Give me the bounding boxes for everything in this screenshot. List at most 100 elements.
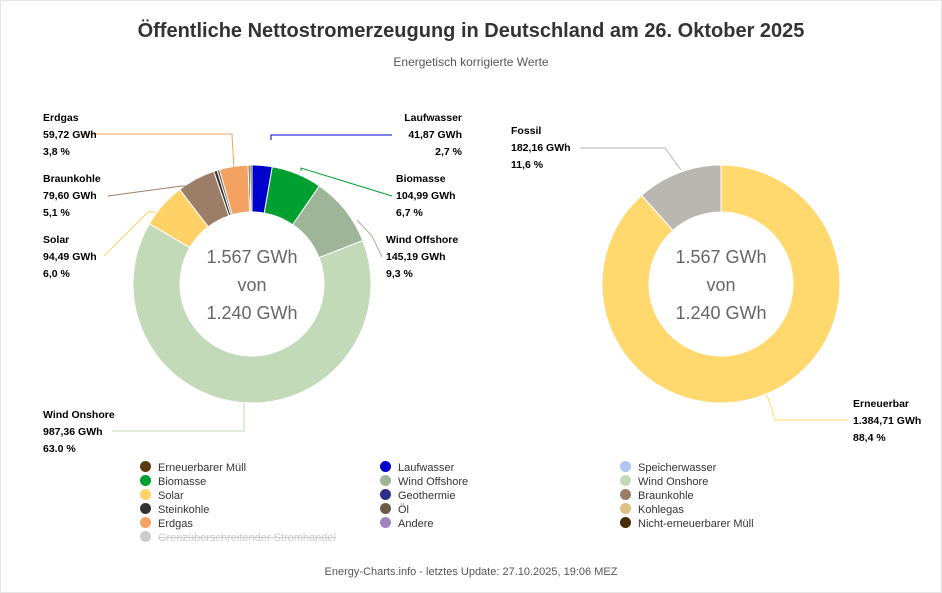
data-label-biomasse-value: 104,99 GWh bbox=[396, 190, 456, 202]
data-label-biomasse-name: Biomasse bbox=[396, 173, 446, 185]
legend-marker bbox=[380, 503, 391, 514]
legend-label: Erneuerbarer Müll bbox=[158, 462, 247, 474]
data-label-braunkohle-percent: 5,1 % bbox=[43, 207, 71, 219]
data-label-wind-onshore-name: Wind Onshore bbox=[43, 409, 115, 421]
data-label-wind-onshore-percent: 63.0 % bbox=[43, 443, 76, 455]
data-label-wind-offshore-percent: 9,3 % bbox=[386, 268, 414, 280]
legend-item-geothermie[interactable]: Geothermie bbox=[380, 489, 455, 502]
legend-label: Grenzüberschreitender Stromhandel bbox=[158, 532, 336, 544]
connector-solar bbox=[103, 211, 156, 257]
center-von-2: von bbox=[706, 275, 735, 295]
legend-marker bbox=[620, 503, 631, 514]
data-label-solar-percent: 6,0 % bbox=[43, 268, 71, 280]
footer-credit: Energy-Charts.info - letztes Update: 27.… bbox=[324, 566, 618, 578]
legend-label: Solar bbox=[158, 490, 184, 502]
data-label-fossil-value: 182,16 GWh bbox=[511, 142, 571, 154]
legend-item-speicherwasser[interactable]: Speicherwasser bbox=[620, 461, 716, 474]
legend-label: Speicherwasser bbox=[638, 462, 717, 474]
data-label-solar-value: 94,49 GWh bbox=[43, 251, 97, 263]
legend-item-steinkohle[interactable]: Steinkohle bbox=[140, 503, 209, 516]
legend-marker bbox=[620, 517, 631, 528]
legend-marker bbox=[380, 475, 391, 486]
legend-item-kohlegas[interactable]: Kohlegas bbox=[620, 503, 684, 516]
data-label-wind-offshore-name: Wind Offshore bbox=[386, 234, 458, 246]
center-base-1: 1.240 GWh bbox=[206, 303, 297, 323]
slice-erneuerbar[interactable] bbox=[601, 164, 841, 404]
connector-braunkohle bbox=[107, 185, 188, 197]
legend-marker bbox=[140, 531, 151, 542]
center-total-1: 1.567 GWh bbox=[206, 247, 297, 267]
legend-item-braunkohle[interactable]: Braunkohle bbox=[620, 489, 694, 502]
slice-erneuerbarer-muell[interactable] bbox=[249, 164, 253, 213]
connector-laufwasser bbox=[270, 134, 392, 140]
legend-item-solar[interactable]: Solar bbox=[140, 489, 184, 502]
legend-label: Steinkohle bbox=[158, 504, 210, 516]
data-label-wind-onshore-value: 987,36 GWh bbox=[43, 426, 103, 438]
legend-item-wind-onshore[interactable]: Wind Onshore bbox=[620, 475, 708, 488]
data-label-braunkohle-value: 79,60 GWh bbox=[43, 190, 97, 202]
legend-label: Kohlegas bbox=[638, 504, 684, 516]
data-label-solar-name: Solar bbox=[43, 234, 69, 246]
legend-item-erneuerbarer-muell[interactable]: Erneuerbarer Müll bbox=[140, 461, 246, 474]
legend-item-andere[interactable]: Andere bbox=[380, 517, 433, 530]
center-von-1: von bbox=[237, 275, 266, 295]
legend-item-laufwasser[interactable]: Laufwasser bbox=[380, 461, 454, 474]
legend-item-oel[interactable]: Öl bbox=[380, 503, 409, 516]
connector-fossil bbox=[580, 147, 682, 171]
legend-marker bbox=[380, 517, 391, 528]
legend-marker bbox=[140, 475, 151, 486]
data-label-erdgas-value: 59,72 GWh bbox=[43, 129, 97, 141]
data-label-wind-offshore-value: 145,19 GWh bbox=[386, 251, 446, 263]
data-label-laufwasser-percent: 2,7 % bbox=[435, 146, 463, 158]
connector-biomasse bbox=[300, 167, 393, 197]
connector-wind-onshore bbox=[112, 403, 245, 432]
legend-marker bbox=[620, 475, 631, 486]
legend-marker bbox=[140, 517, 151, 528]
donut-chart-sources bbox=[132, 164, 372, 404]
data-label-fossil-name: Fossil bbox=[511, 125, 541, 137]
center-base-2: 1.240 GWh bbox=[675, 303, 766, 323]
connector-erneuerbar bbox=[766, 394, 849, 421]
legend-label: Wind Onshore bbox=[638, 476, 709, 488]
legend-marker bbox=[140, 489, 151, 500]
donut-chart-renewable-fossil bbox=[601, 164, 841, 404]
legend-marker bbox=[620, 461, 631, 472]
donut-labels-sources: Laufwasser 41,87 GWh 2,7 % Biomasse 104,99 G… bbox=[43, 112, 463, 455]
legend-label: Geothermie bbox=[398, 490, 456, 502]
legend-marker bbox=[380, 461, 391, 472]
data-label-laufwasser-value: 41,87 GWh bbox=[408, 129, 462, 141]
data-label-biomasse-percent: 6,7 % bbox=[396, 207, 424, 219]
legend-label: Öl bbox=[398, 504, 409, 516]
legend-label: Andere bbox=[398, 518, 434, 530]
legend-label: Nicht-erneuerbarer Müll bbox=[638, 518, 754, 530]
legend-item-wind-offshore[interactable]: Wind Offshore bbox=[380, 475, 468, 488]
center-total-2: 1.567 GWh bbox=[675, 247, 766, 267]
data-label-laufwasser-name: Laufwasser bbox=[404, 112, 462, 124]
data-label-erneuerbar-name: Erneuerbar bbox=[853, 398, 909, 410]
legend-label: Biomasse bbox=[158, 476, 207, 488]
legend-item-grenzueberschreitender-stromhandel[interactable]: Grenzüberschreitender Stromhandel bbox=[140, 531, 336, 544]
legend-label: Wind Offshore bbox=[398, 476, 469, 488]
legend-label: Braunkohle bbox=[638, 490, 694, 502]
donut-labels-renewable-fossil: Erneuerbar 1.384,71 GWh 88,4 % Fossil 182,16… bbox=[511, 125, 921, 444]
chart-title: Öffentliche Nettostromerzeugung in Deuts… bbox=[137, 20, 805, 42]
data-label-braunkohle-name: Braunkohle bbox=[43, 173, 101, 185]
legend-marker bbox=[380, 489, 391, 500]
chart-subtitle: Energetisch korrigierte Werte bbox=[393, 55, 549, 69]
slice-fossil[interactable] bbox=[640, 164, 722, 232]
legend-item-erdgas[interactable]: Erdgas bbox=[140, 517, 193, 530]
legend-label: Erdgas bbox=[158, 518, 193, 530]
connector-wind-offshore bbox=[356, 219, 383, 258]
legend-label: Laufwasser bbox=[398, 462, 455, 474]
data-label-erneuerbar-percent: 88,4 % bbox=[853, 432, 886, 444]
legend-item-biomasse[interactable]: Biomasse bbox=[140, 475, 206, 488]
data-label-fossil-percent: 11,6 % bbox=[511, 159, 544, 171]
data-label-erdgas-name: Erdgas bbox=[43, 112, 79, 124]
legend-marker bbox=[620, 489, 631, 500]
data-label-erdgas-percent: 3,8 % bbox=[43, 146, 71, 158]
legend-item-nicht-erneuerbarer-muell[interactable]: Nicht-erneuerbarer Müll bbox=[620, 517, 754, 530]
legend-marker bbox=[140, 461, 151, 472]
data-label-erneuerbar-value: 1.384,71 GWh bbox=[853, 415, 921, 427]
slice-wind-onshore[interactable] bbox=[132, 223, 372, 404]
